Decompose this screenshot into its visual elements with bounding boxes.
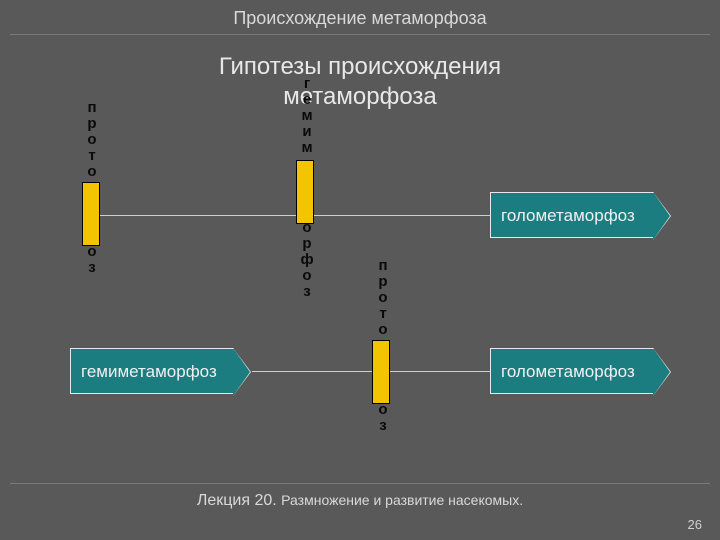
arrow-box-label: голометаморфоз [501,206,635,225]
arrow-box-label: гемиметаморфоз [81,362,217,381]
slide-title: Гипотезы происхождения метаморфоза [0,52,720,112]
connector-line [100,215,296,216]
yellow-marker-1 [82,182,100,246]
divider-top [10,34,710,35]
arrow-box-holometamorphoz-2: голометаморфоз [490,348,654,394]
connector-line [314,215,490,216]
footer-lecture: Лекция 20. [197,492,277,509]
divider-bottom [10,483,710,484]
arrow-box-label: голометаморфоз [501,362,635,381]
arrow-box-gemimetamorphoz: гемиметаморфоз [70,348,234,394]
title-line-1: Гипотезы происхождения [219,53,501,80]
slide-header: Происхождение метаморфоза [0,8,720,29]
page-number: 26 [688,517,702,532]
slide-footer: Лекция 20. Размножение и развитие насеко… [0,492,720,510]
yellow-marker-3 [372,340,390,404]
yellow-marker-2 [296,160,314,224]
footer-subtitle: Размножение и развитие насекомых. [281,492,523,508]
arrow-box-holometamorphoz-1: голометаморфоз [490,192,654,238]
connector-line [390,371,490,372]
connector-line [252,371,372,372]
